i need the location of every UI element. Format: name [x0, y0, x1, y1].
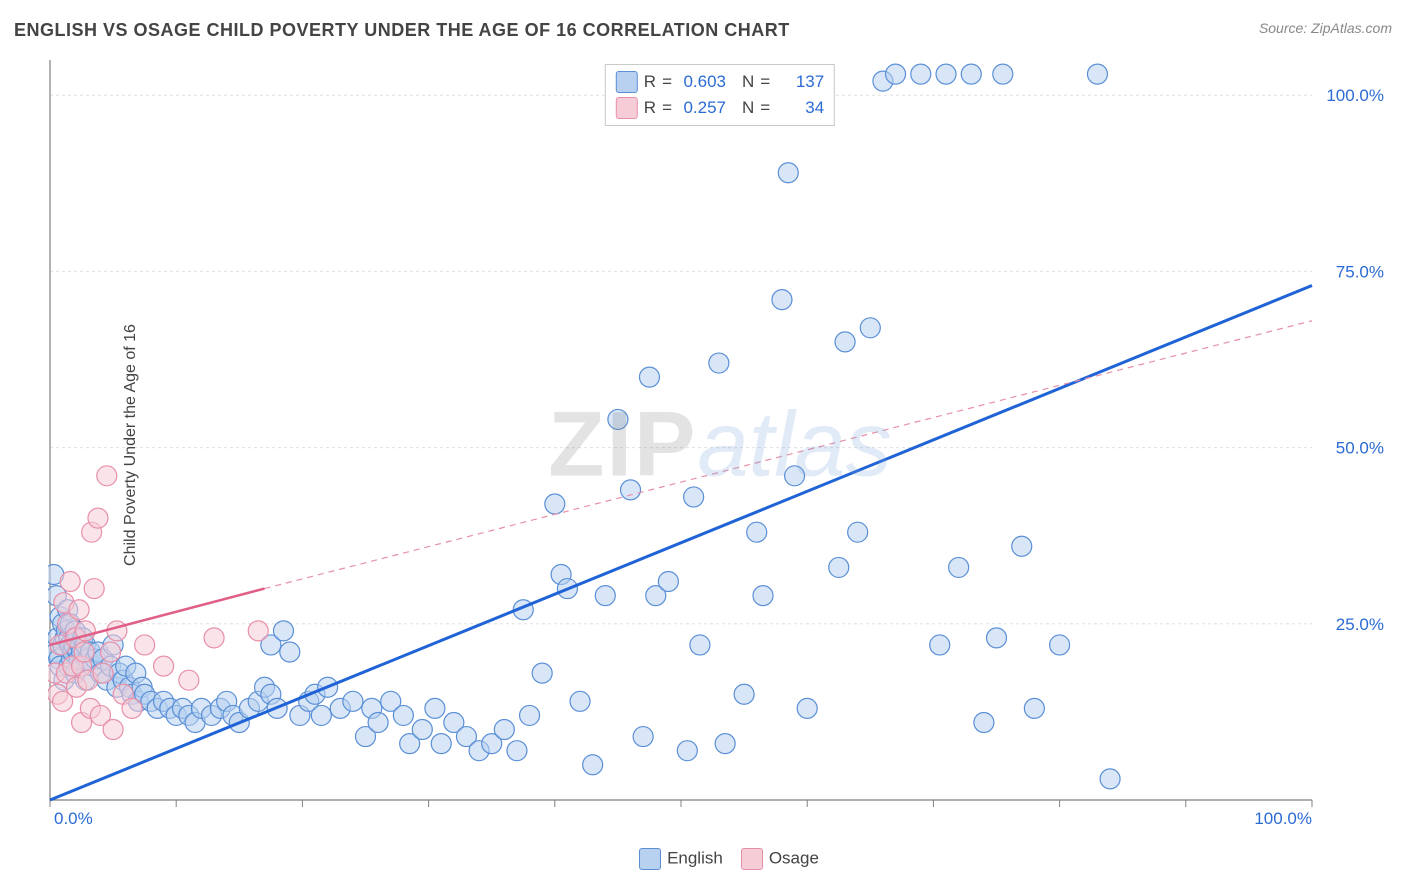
data-point — [690, 635, 710, 655]
data-point — [532, 663, 552, 683]
header: ENGLISH VS OSAGE CHILD POVERTY UNDER THE… — [14, 20, 1392, 50]
data-point — [974, 712, 994, 732]
data-point — [101, 642, 121, 662]
data-point — [1100, 769, 1120, 789]
data-point — [179, 670, 199, 690]
data-point — [343, 691, 363, 711]
svg-text:0.0%: 0.0% — [54, 809, 93, 828]
data-point — [778, 163, 798, 183]
data-point — [69, 600, 89, 620]
svg-text:75.0%: 75.0% — [1336, 262, 1384, 281]
data-point — [431, 734, 451, 754]
data-point — [545, 494, 565, 514]
data-point — [658, 572, 678, 592]
data-point — [829, 557, 849, 577]
stats-row: R=0.603N=137 — [616, 69, 824, 95]
data-point — [88, 508, 108, 528]
data-point — [677, 741, 697, 761]
data-point — [1050, 635, 1070, 655]
data-point — [747, 522, 767, 542]
data-point — [122, 698, 142, 718]
data-point — [412, 720, 432, 740]
swatch-icon — [616, 97, 638, 119]
legend-bottom: English Osage — [48, 848, 1392, 870]
data-point — [1087, 64, 1107, 84]
data-point — [393, 705, 413, 725]
data-point — [595, 586, 615, 606]
data-point — [608, 409, 628, 429]
data-point — [797, 698, 817, 718]
svg-text:50.0%: 50.0% — [1336, 439, 1384, 458]
data-point — [936, 64, 956, 84]
data-point — [949, 557, 969, 577]
data-point — [107, 621, 127, 641]
data-point — [772, 290, 792, 310]
chart-title: ENGLISH VS OSAGE CHILD POVERTY UNDER THE… — [14, 20, 790, 40]
data-point — [204, 628, 224, 648]
data-point — [715, 734, 735, 754]
data-point — [507, 741, 527, 761]
data-point — [570, 691, 590, 711]
stats-box: R=0.603N=137R=0.257N=34 — [605, 64, 835, 126]
legend-label: Osage — [769, 848, 819, 867]
data-point — [93, 663, 113, 683]
data-point — [103, 720, 123, 740]
data-point — [97, 466, 117, 486]
data-point — [425, 698, 445, 718]
data-point — [84, 579, 104, 599]
data-point — [835, 332, 855, 352]
data-point — [911, 64, 931, 84]
data-point — [1012, 536, 1032, 556]
data-point — [785, 466, 805, 486]
svg-text:100.0%: 100.0% — [1326, 86, 1384, 105]
data-point — [135, 635, 155, 655]
data-point — [684, 487, 704, 507]
y-axis-label: Child Poverty Under the Age of 16 — [122, 324, 140, 566]
data-point — [583, 755, 603, 775]
data-point — [709, 353, 729, 373]
data-point — [961, 64, 981, 84]
swatch-icon — [639, 848, 661, 870]
svg-text:25.0%: 25.0% — [1336, 615, 1384, 634]
data-point — [520, 705, 540, 725]
data-point — [993, 64, 1013, 84]
legend-label: English — [667, 848, 723, 867]
data-point — [273, 621, 293, 641]
scatter-chart: 25.0% 50.0% 75.0% 100.0% 0.0% 100.0% — [48, 60, 1392, 830]
swatch-icon — [616, 71, 638, 93]
plot-area: Child Poverty Under the Age of 16 25.0% 5… — [48, 60, 1392, 830]
swatch-icon — [741, 848, 763, 870]
data-point — [886, 64, 906, 84]
data-point — [154, 656, 174, 676]
data-point — [860, 318, 880, 338]
stats-row: R=0.257N=34 — [616, 95, 824, 121]
data-point — [60, 572, 80, 592]
data-point — [734, 684, 754, 704]
svg-text:100.0%: 100.0% — [1254, 809, 1312, 828]
data-point — [930, 635, 950, 655]
data-point — [753, 586, 773, 606]
data-point — [248, 621, 268, 641]
data-point — [1024, 698, 1044, 718]
data-point — [494, 720, 514, 740]
data-point — [311, 705, 331, 725]
data-point — [280, 642, 300, 662]
data-point — [987, 628, 1007, 648]
source-label: Source: ZipAtlas.com — [1259, 20, 1392, 36]
data-point — [639, 367, 659, 387]
data-point — [633, 727, 653, 747]
data-point — [368, 712, 388, 732]
data-point — [74, 642, 94, 662]
data-point — [848, 522, 868, 542]
data-point — [621, 480, 641, 500]
